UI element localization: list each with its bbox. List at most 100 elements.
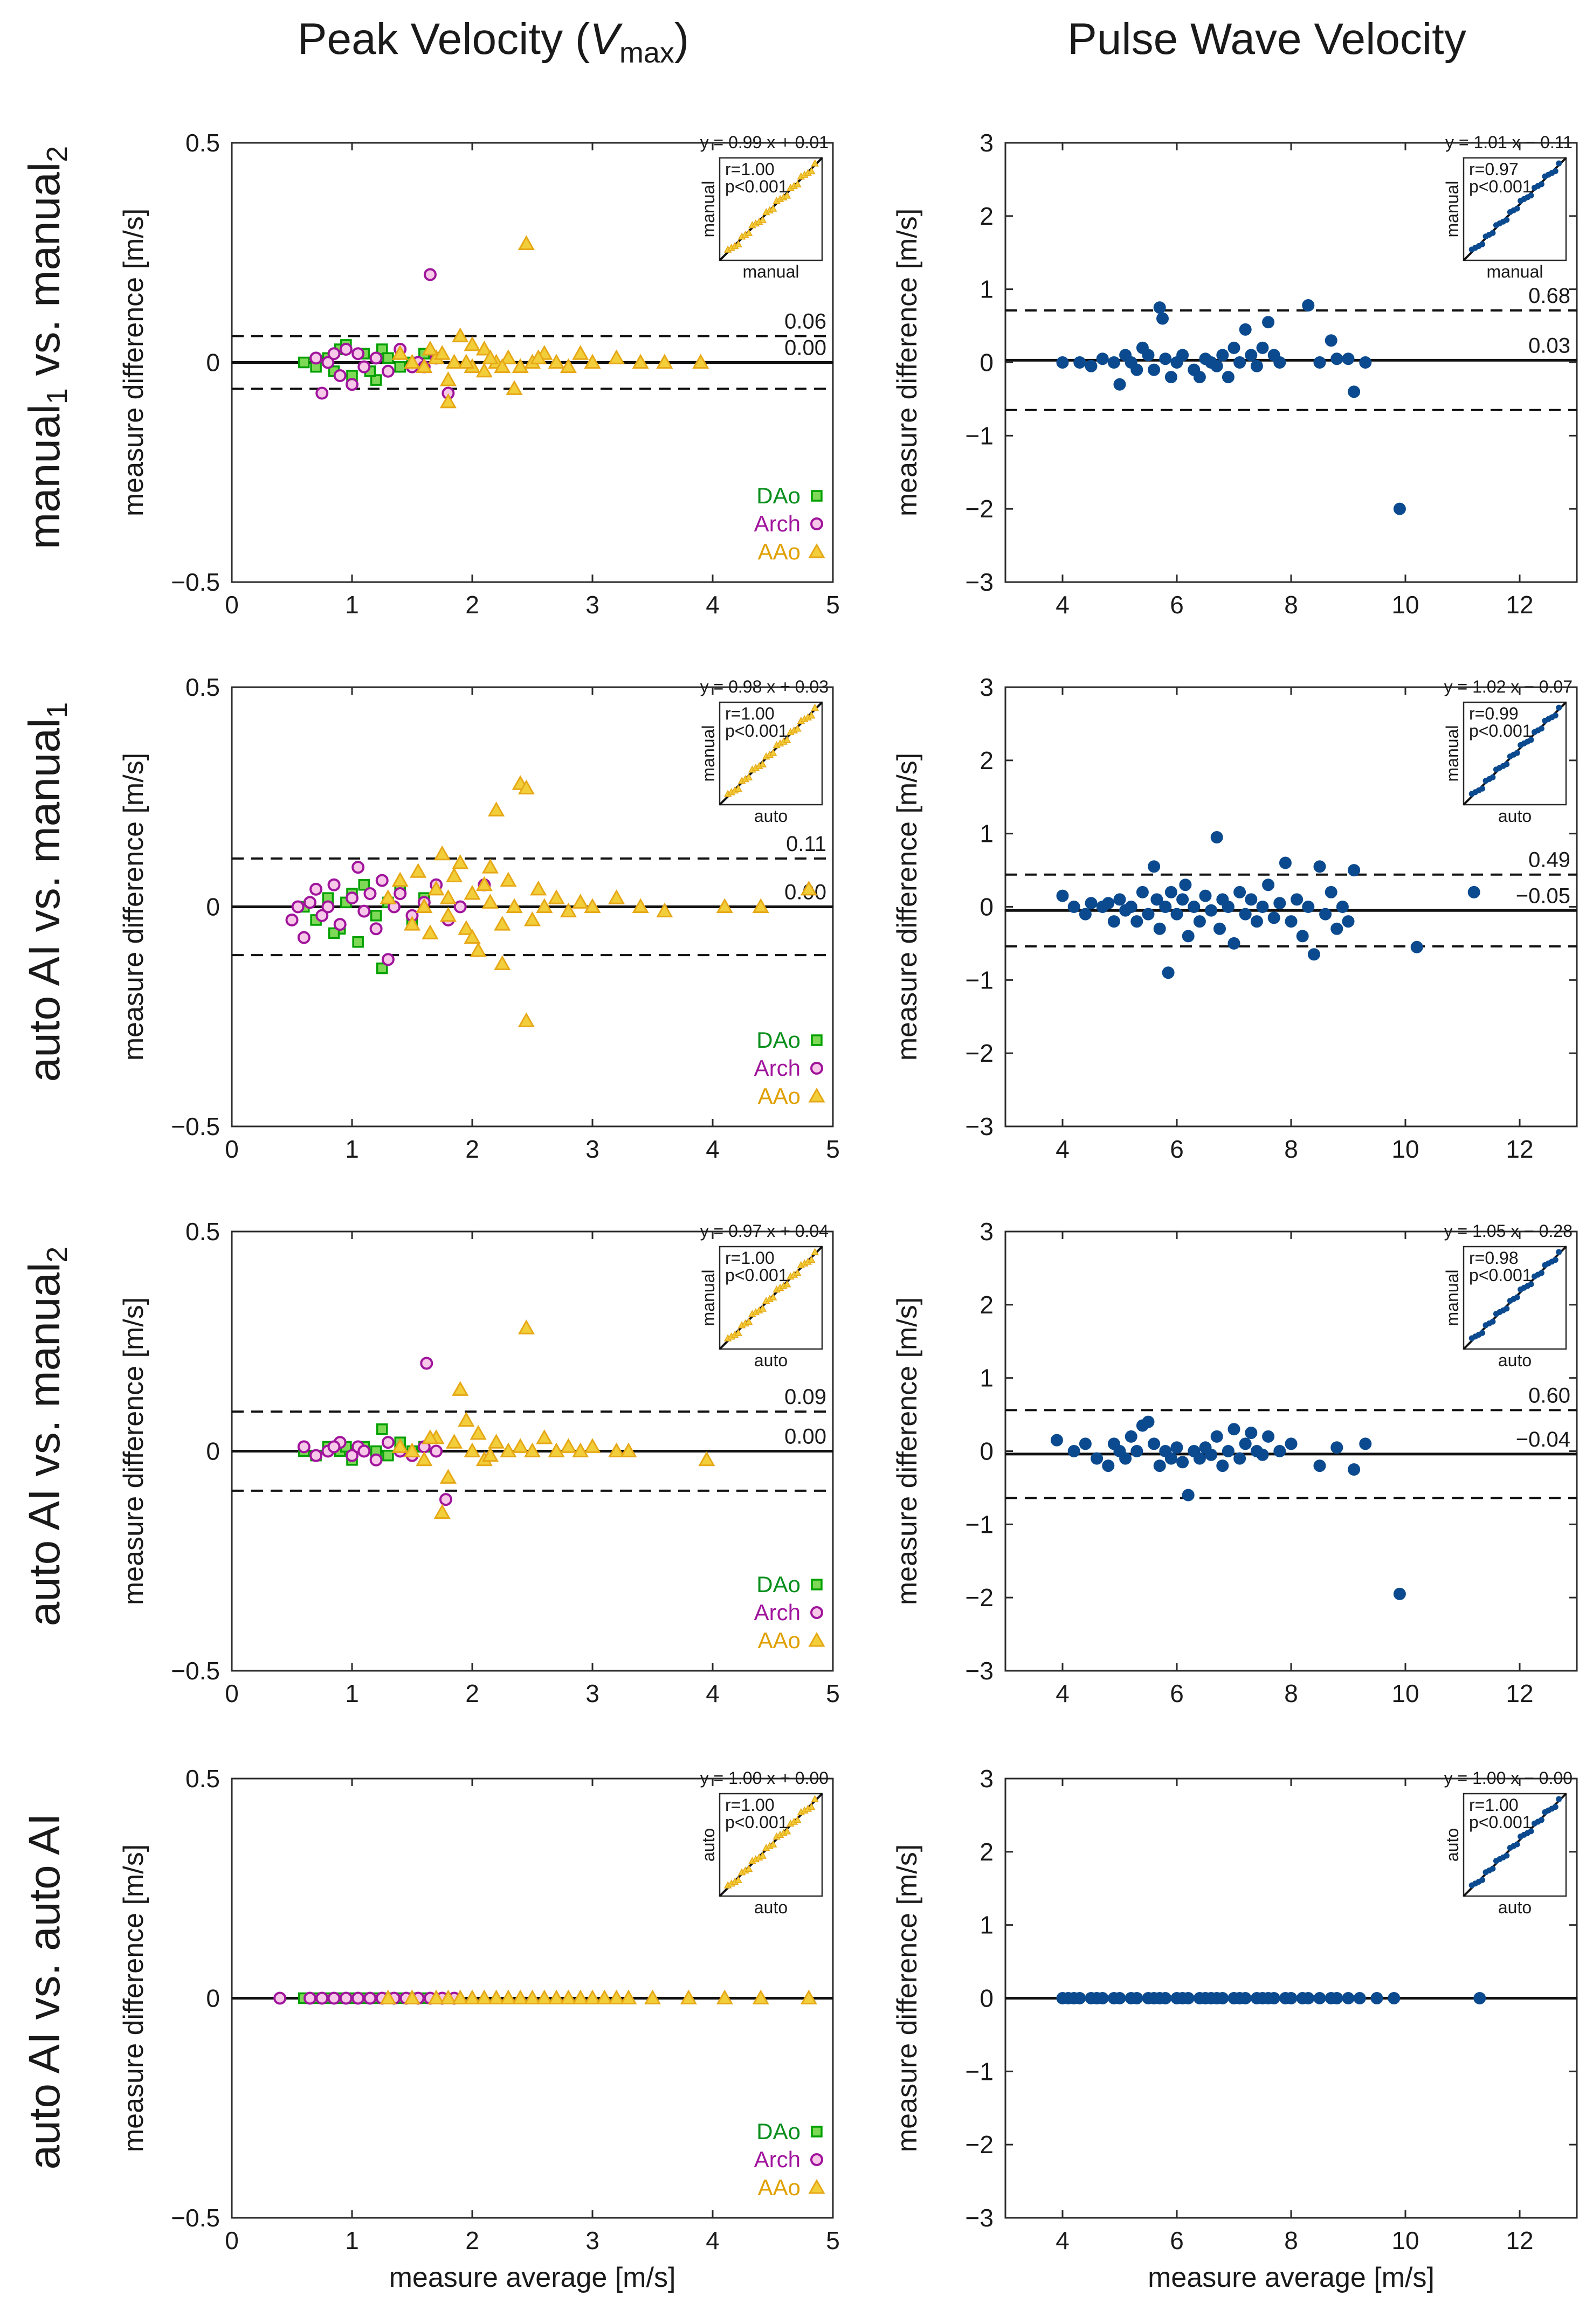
inset-point xyxy=(734,1876,742,1883)
x-tick-label: 8 xyxy=(1284,2226,1298,2254)
point-aao xyxy=(481,894,499,909)
point-aao xyxy=(439,889,457,904)
y-tick-label: 0 xyxy=(206,349,220,377)
point-pwv xyxy=(1148,860,1161,873)
point-dao xyxy=(382,352,394,364)
inset-point xyxy=(1556,1249,1562,1255)
legend-label-dao: DAo xyxy=(756,483,801,508)
x-tick-label: 1 xyxy=(345,1679,359,1707)
point-arch xyxy=(351,347,365,361)
point-pwv xyxy=(1342,352,1355,365)
point-pwv xyxy=(1142,349,1155,362)
y-axis-label: measure difference [m/s] xyxy=(892,1297,923,1605)
point-aao xyxy=(518,779,535,794)
point-aao xyxy=(548,354,565,369)
point-pwv xyxy=(1182,1489,1195,1502)
inset-point xyxy=(734,240,742,247)
y-tick-label: −3 xyxy=(966,568,994,596)
inset-r-value: r=1.00 xyxy=(725,1248,775,1268)
column-title-pwv: Pulse Wave Velocity xyxy=(1067,15,1466,64)
y-tick-label: −3 xyxy=(966,1112,994,1140)
y-tick-label: 2 xyxy=(980,202,994,230)
point-aao xyxy=(584,898,601,913)
point-aao xyxy=(572,345,589,360)
point-aao xyxy=(523,1442,541,1457)
point-pwv xyxy=(1227,937,1240,950)
inset-equation: y = 0.98 x + 0.03 xyxy=(700,677,829,696)
x-tick-label: 4 xyxy=(1056,1679,1070,1707)
point-arch xyxy=(273,1991,287,2005)
point-pwv xyxy=(1267,911,1280,924)
y-tick-label: 3 xyxy=(980,1218,994,1246)
point-pwv xyxy=(1130,1445,1143,1457)
point-pwv xyxy=(1313,860,1326,873)
point-pwv xyxy=(1330,1992,1343,2004)
data-points xyxy=(297,1249,817,1519)
y-axis-label: measure difference [m/s] xyxy=(118,209,149,516)
point-aao xyxy=(433,845,451,861)
point-pwv xyxy=(1056,356,1069,369)
point-aao xyxy=(632,354,649,369)
point-aao xyxy=(439,393,457,409)
point-aao xyxy=(500,1442,517,1457)
point-pwv xyxy=(1170,908,1183,921)
point-pwv xyxy=(1467,886,1480,898)
point-pwv xyxy=(1125,1430,1137,1443)
point-pwv xyxy=(1348,1463,1361,1476)
point-aao xyxy=(518,1319,535,1334)
point-aao xyxy=(458,354,475,369)
inset-point xyxy=(1489,774,1496,780)
point-aao xyxy=(380,889,397,904)
inset-x-label: manual xyxy=(1487,262,1543,281)
point-pwv xyxy=(1188,901,1201,913)
point-aao xyxy=(523,1989,541,2004)
inset-point xyxy=(769,1840,777,1848)
inset-plot: y = 1.05 x − 0.28 r=0.98p<0.001 auto manual xyxy=(1443,1221,1573,1370)
point-arch xyxy=(363,1991,377,2005)
point-pwv xyxy=(1325,334,1337,347)
inset-point xyxy=(811,159,819,167)
point-pwv xyxy=(1176,1456,1189,1469)
point-pwv xyxy=(1262,879,1275,891)
x-tick-label: 10 xyxy=(1391,2226,1419,2254)
x-tick-label: 0 xyxy=(225,1679,239,1707)
point-aao xyxy=(632,898,649,913)
point-aao xyxy=(481,859,499,874)
inset-point xyxy=(1504,1305,1510,1312)
point-aao xyxy=(512,1438,529,1453)
point-pwv xyxy=(1142,1415,1155,1428)
point-aao xyxy=(464,1442,481,1457)
point-aao xyxy=(464,929,481,944)
inset-equation: y = 1.02 x − 0.07 xyxy=(1444,677,1573,696)
point-aao xyxy=(433,345,451,360)
mean-bias-label: 0.03 xyxy=(1528,334,1570,357)
legend-label-dao: DAo xyxy=(756,1572,801,1597)
x-tick-label: 4 xyxy=(1056,2226,1070,2254)
point-aao xyxy=(488,801,505,817)
y-tick-label: 0 xyxy=(980,1437,994,1465)
point-arch xyxy=(346,1449,358,1462)
x-tick-label: 3 xyxy=(585,2226,599,2254)
x-tick-label: 4 xyxy=(706,1679,720,1707)
point-arch xyxy=(309,1449,323,1462)
point-arch xyxy=(315,1991,329,2005)
point-aao xyxy=(608,349,625,364)
point-aao xyxy=(512,1989,529,2004)
point-pwv xyxy=(1273,897,1286,910)
inset-r-value: r=1.00 xyxy=(725,704,775,723)
point-pwv xyxy=(1176,349,1189,362)
point-pwv xyxy=(1085,897,1098,910)
legend-marker-dao xyxy=(811,1034,823,1046)
loa-label: 0.09 xyxy=(784,1385,826,1409)
point-pwv xyxy=(1342,1992,1355,2004)
legend-marker-aao xyxy=(808,2178,825,2194)
legend-marker-arch xyxy=(810,2153,823,2166)
point-aao xyxy=(608,889,625,904)
x-tick-label: 4 xyxy=(1056,591,1070,619)
mean-bias-label: 0.00 xyxy=(784,336,826,360)
y-tick-label: 0.5 xyxy=(185,673,220,701)
point-arch xyxy=(363,887,377,901)
